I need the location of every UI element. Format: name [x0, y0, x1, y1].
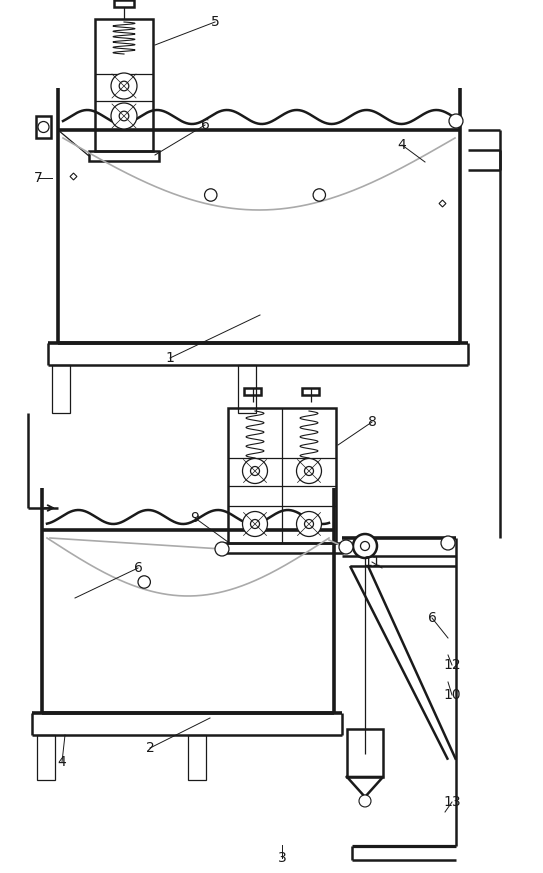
Text: 11: 11 [363, 555, 381, 569]
Text: 9: 9 [191, 511, 199, 525]
Bar [95, 19, 153, 151]
Bar [228, 408, 336, 543]
Circle shape [111, 103, 137, 129]
Text: 12: 12 [443, 658, 461, 672]
Circle shape [205, 189, 217, 201]
Circle shape [305, 519, 313, 528]
Circle shape [111, 73, 137, 99]
Circle shape [119, 111, 129, 120]
Bar [114, 0, 134, 7]
Bar [302, 388, 319, 395]
Text: 6: 6 [427, 611, 437, 625]
Text: 7: 7 [34, 171, 42, 185]
Circle shape [305, 466, 313, 476]
Circle shape [138, 576, 150, 588]
Bar [52, 365, 70, 413]
Circle shape [250, 519, 260, 528]
Text: 4: 4 [397, 138, 406, 152]
Text: 1: 1 [166, 351, 174, 365]
Circle shape [215, 542, 229, 556]
Bar [244, 388, 261, 395]
Text: 10: 10 [443, 688, 461, 702]
Text: 6: 6 [200, 118, 210, 132]
Circle shape [243, 458, 268, 484]
Circle shape [441, 536, 455, 550]
Circle shape [296, 512, 321, 537]
Circle shape [449, 114, 463, 128]
Bar [89, 151, 159, 161]
Bar [36, 116, 51, 138]
Circle shape [359, 795, 371, 807]
Text: 4: 4 [58, 755, 66, 769]
Circle shape [119, 81, 129, 91]
Bar [37, 735, 55, 780]
Bar [222, 543, 342, 553]
Text: 5: 5 [211, 15, 219, 29]
Circle shape [313, 189, 325, 201]
Circle shape [361, 541, 369, 551]
Text: 3: 3 [277, 851, 286, 865]
Text: 13: 13 [443, 795, 461, 809]
Bar [188, 735, 206, 780]
Text: 2: 2 [146, 741, 154, 755]
Circle shape [250, 466, 260, 476]
Circle shape [38, 121, 49, 133]
Circle shape [339, 540, 353, 554]
Text: 8: 8 [368, 415, 376, 429]
Circle shape [296, 458, 321, 484]
Circle shape [353, 534, 377, 558]
Bar [238, 365, 256, 413]
Text: 6: 6 [134, 561, 142, 575]
Bar [347, 729, 383, 777]
Circle shape [243, 512, 268, 537]
